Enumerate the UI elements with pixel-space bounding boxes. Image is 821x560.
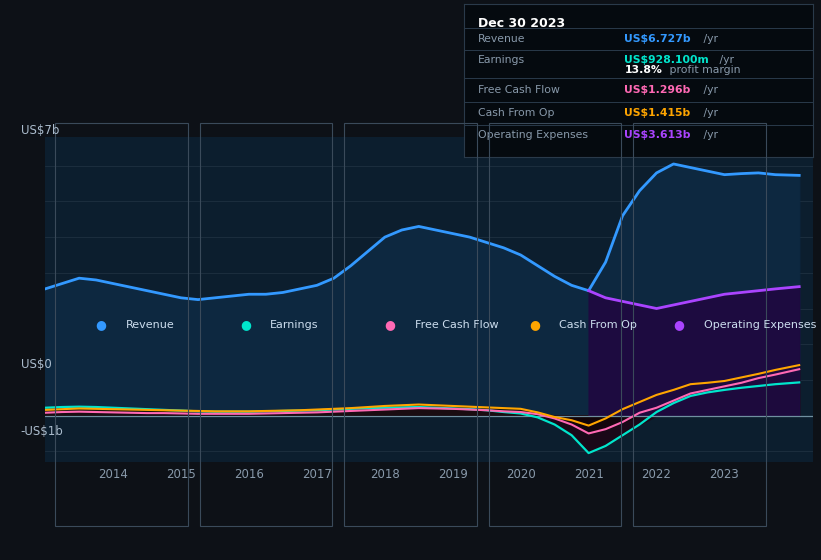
Text: ●: ● [673, 318, 685, 332]
Text: ●: ● [529, 318, 540, 332]
Text: Operating Expenses: Operating Expenses [478, 130, 588, 139]
Text: -US$1b: -US$1b [21, 424, 63, 438]
Text: profit margin: profit margin [667, 65, 741, 75]
Text: US$3.613b: US$3.613b [624, 130, 690, 139]
Text: Cash From Op: Cash From Op [559, 320, 637, 330]
Text: ●: ● [384, 318, 396, 332]
Text: Operating Expenses: Operating Expenses [704, 320, 816, 330]
Text: Free Cash Flow: Free Cash Flow [478, 85, 560, 95]
Text: Revenue: Revenue [126, 320, 174, 330]
Text: ●: ● [95, 318, 107, 332]
Text: US$1.415b: US$1.415b [624, 108, 690, 118]
Text: /yr: /yr [699, 130, 718, 139]
Text: /yr: /yr [699, 85, 718, 95]
Text: Dec 30 2023: Dec 30 2023 [478, 17, 565, 30]
Text: US$928.100m: US$928.100m [624, 55, 709, 65]
Text: Revenue: Revenue [478, 34, 525, 44]
Text: /yr: /yr [699, 34, 718, 44]
Text: US$6.727b: US$6.727b [624, 34, 691, 44]
Text: US$1.296b: US$1.296b [624, 85, 690, 95]
Text: US$0: US$0 [21, 357, 51, 371]
Text: /yr: /yr [699, 108, 718, 118]
Text: Free Cash Flow: Free Cash Flow [415, 320, 498, 330]
Text: US$7b: US$7b [21, 124, 59, 137]
Text: ●: ● [240, 318, 251, 332]
Text: /yr: /yr [717, 55, 735, 65]
Text: Earnings: Earnings [478, 55, 525, 65]
Text: Cash From Op: Cash From Op [478, 108, 554, 118]
Text: 13.8%: 13.8% [624, 65, 663, 75]
Text: Earnings: Earnings [270, 320, 319, 330]
